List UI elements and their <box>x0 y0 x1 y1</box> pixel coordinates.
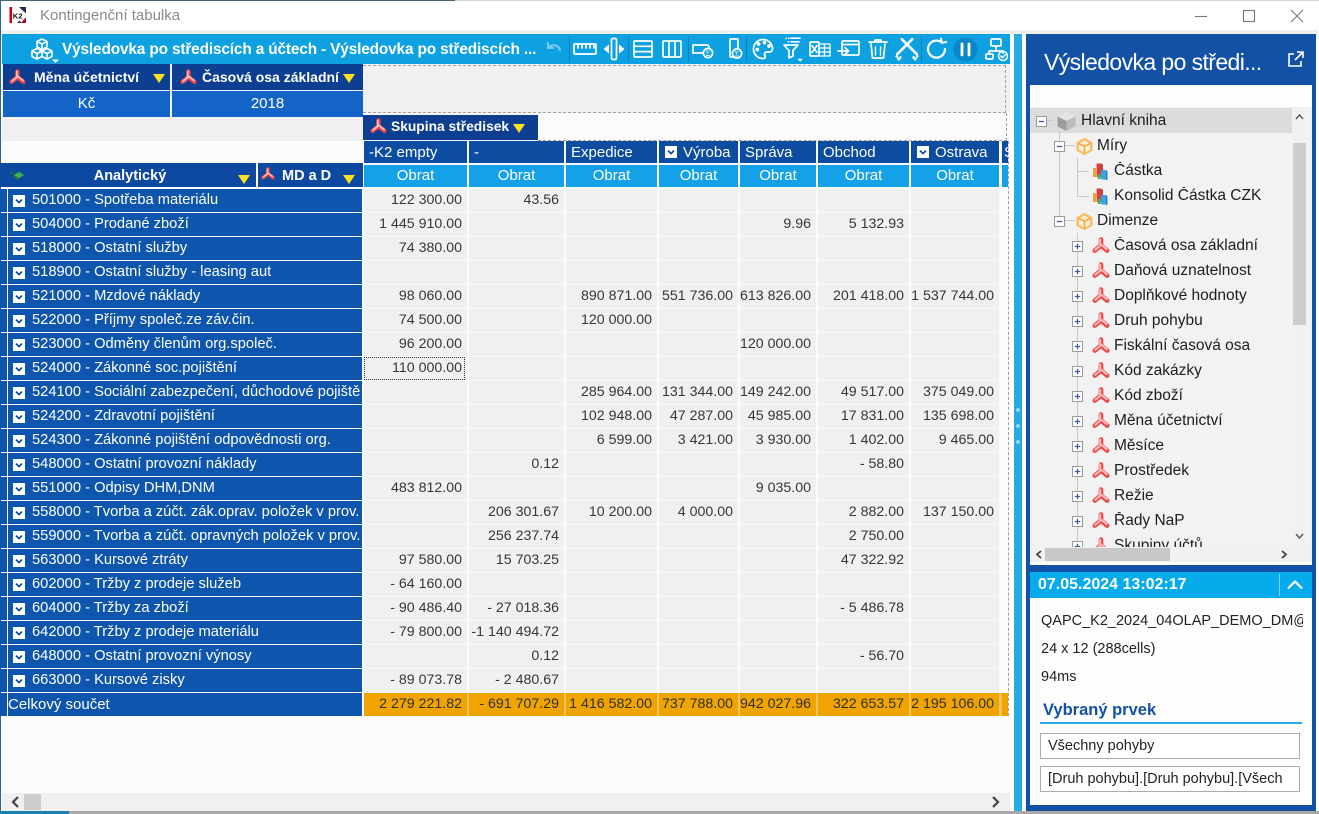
svg-text:Σ: Σ <box>706 49 711 58</box>
svg-text:Σ: Σ <box>735 50 740 59</box>
svg-text:K2: K2 <box>13 12 23 21</box>
